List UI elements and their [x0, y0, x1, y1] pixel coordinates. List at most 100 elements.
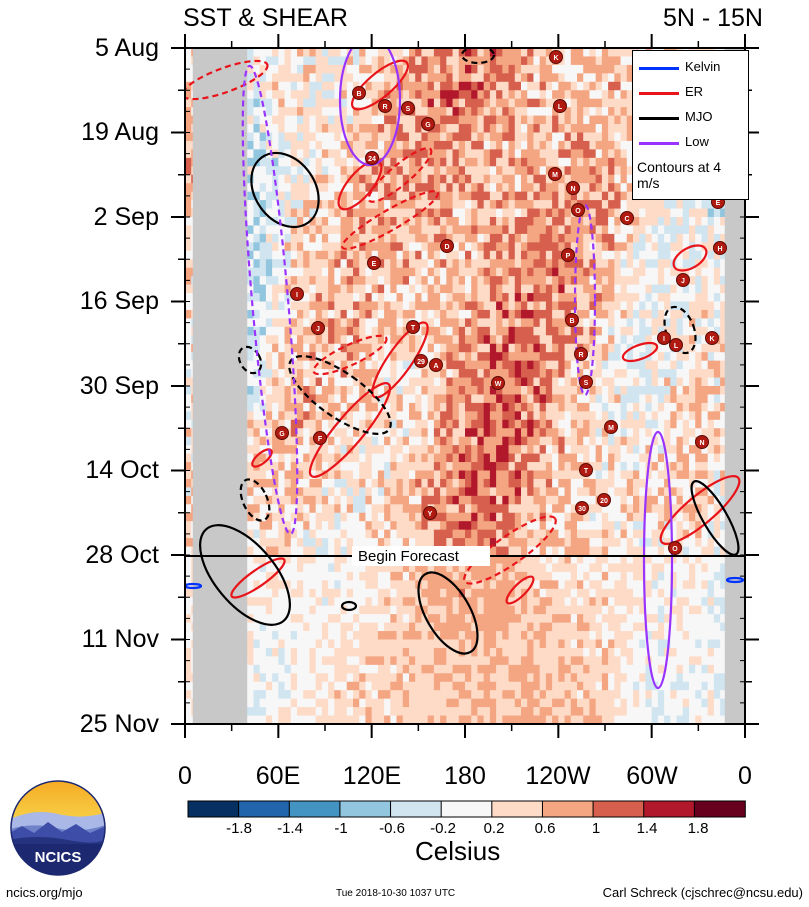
field-cell [620, 174, 628, 184]
field-cell [620, 56, 628, 66]
field-cell [639, 276, 647, 286]
field-cell [390, 495, 398, 505]
field-cell [601, 343, 609, 353]
field-cell [440, 402, 447, 412]
field-cell [284, 208, 292, 218]
field-cell [396, 487, 404, 497]
field-cell [346, 478, 354, 488]
field-cell [433, 124, 441, 134]
field-cell [421, 233, 429, 243]
field-cell [334, 208, 342, 218]
field-cell [409, 140, 416, 150]
field-cell [415, 402, 423, 412]
field-cell [353, 495, 360, 505]
field-cell [315, 453, 323, 463]
field-cell [247, 225, 255, 235]
field-cell [278, 208, 286, 218]
field-cell [421, 48, 429, 58]
field-cell [390, 157, 398, 167]
field-cell [297, 124, 304, 134]
field-cell [508, 140, 516, 150]
field-cell [539, 428, 547, 438]
field-cell [496, 318, 503, 328]
field-cell [421, 140, 429, 150]
field-cell [452, 124, 460, 134]
field-cell [651, 377, 659, 387]
field-cell [427, 309, 435, 319]
field-cell [539, 242, 547, 252]
field-cell [390, 478, 398, 488]
field-cell [682, 394, 690, 404]
field-cell [595, 200, 603, 210]
field-cell [577, 276, 584, 286]
field-cell [570, 411, 578, 421]
field-cell [477, 360, 485, 370]
field-cell [689, 445, 696, 455]
field-cell [664, 318, 671, 328]
field-cell [483, 64, 491, 74]
field-cell [508, 183, 516, 193]
field-cell [284, 225, 292, 235]
field-cell [502, 369, 510, 379]
field-cell [527, 233, 535, 243]
field-cell [558, 360, 566, 370]
field-cell [489, 369, 497, 379]
field-cell [452, 217, 460, 227]
field-cell [651, 335, 659, 345]
field-cell [452, 369, 460, 379]
field-cell [489, 276, 497, 286]
field-cell [533, 81, 541, 91]
field-cell [527, 183, 535, 193]
field-cell [695, 208, 703, 218]
field-cell [533, 149, 541, 159]
field-cell [309, 183, 317, 193]
field-cell [259, 301, 267, 311]
field-cell [720, 352, 727, 362]
field-cell [626, 56, 634, 66]
field-cell [247, 233, 255, 243]
field-cell [626, 200, 634, 210]
field-cell [701, 428, 709, 438]
field-cell [608, 56, 615, 66]
field-cell [539, 166, 547, 176]
field-cell [657, 284, 665, 294]
field-cell [577, 183, 584, 193]
field-cell [446, 56, 454, 66]
field-cell [633, 301, 640, 311]
field-cell [272, 377, 279, 387]
field-cell [247, 445, 255, 455]
field-cell [489, 149, 497, 159]
field-cell [253, 132, 261, 142]
field-cell [471, 352, 479, 362]
field-cell [433, 301, 441, 311]
field-cell [290, 428, 298, 438]
field-cell [384, 183, 391, 193]
field-cell [458, 293, 466, 303]
field-cell [384, 56, 391, 66]
field-cell [290, 453, 298, 463]
field-cell [458, 343, 466, 353]
field-cell [409, 504, 416, 514]
field-cell [427, 386, 435, 396]
field-cell [539, 419, 547, 429]
field-cell [353, 157, 360, 167]
field-cell [471, 115, 479, 125]
field-cell [309, 428, 317, 438]
field-cell [297, 470, 304, 480]
field-cell [496, 394, 503, 404]
field-cell [539, 504, 547, 514]
field-cell [577, 495, 584, 505]
field-cell [583, 453, 591, 463]
field-cell [496, 276, 503, 286]
field-cell [185, 419, 192, 429]
field-cell [440, 301, 447, 311]
field-cell [365, 343, 373, 353]
field-cell [409, 462, 416, 472]
field-cell [552, 149, 559, 159]
field-cell [539, 98, 547, 108]
field-cell [502, 200, 510, 210]
field-cell [577, 132, 584, 142]
field-cell [664, 360, 671, 370]
field-cell [639, 233, 647, 243]
field-cell [365, 64, 373, 74]
